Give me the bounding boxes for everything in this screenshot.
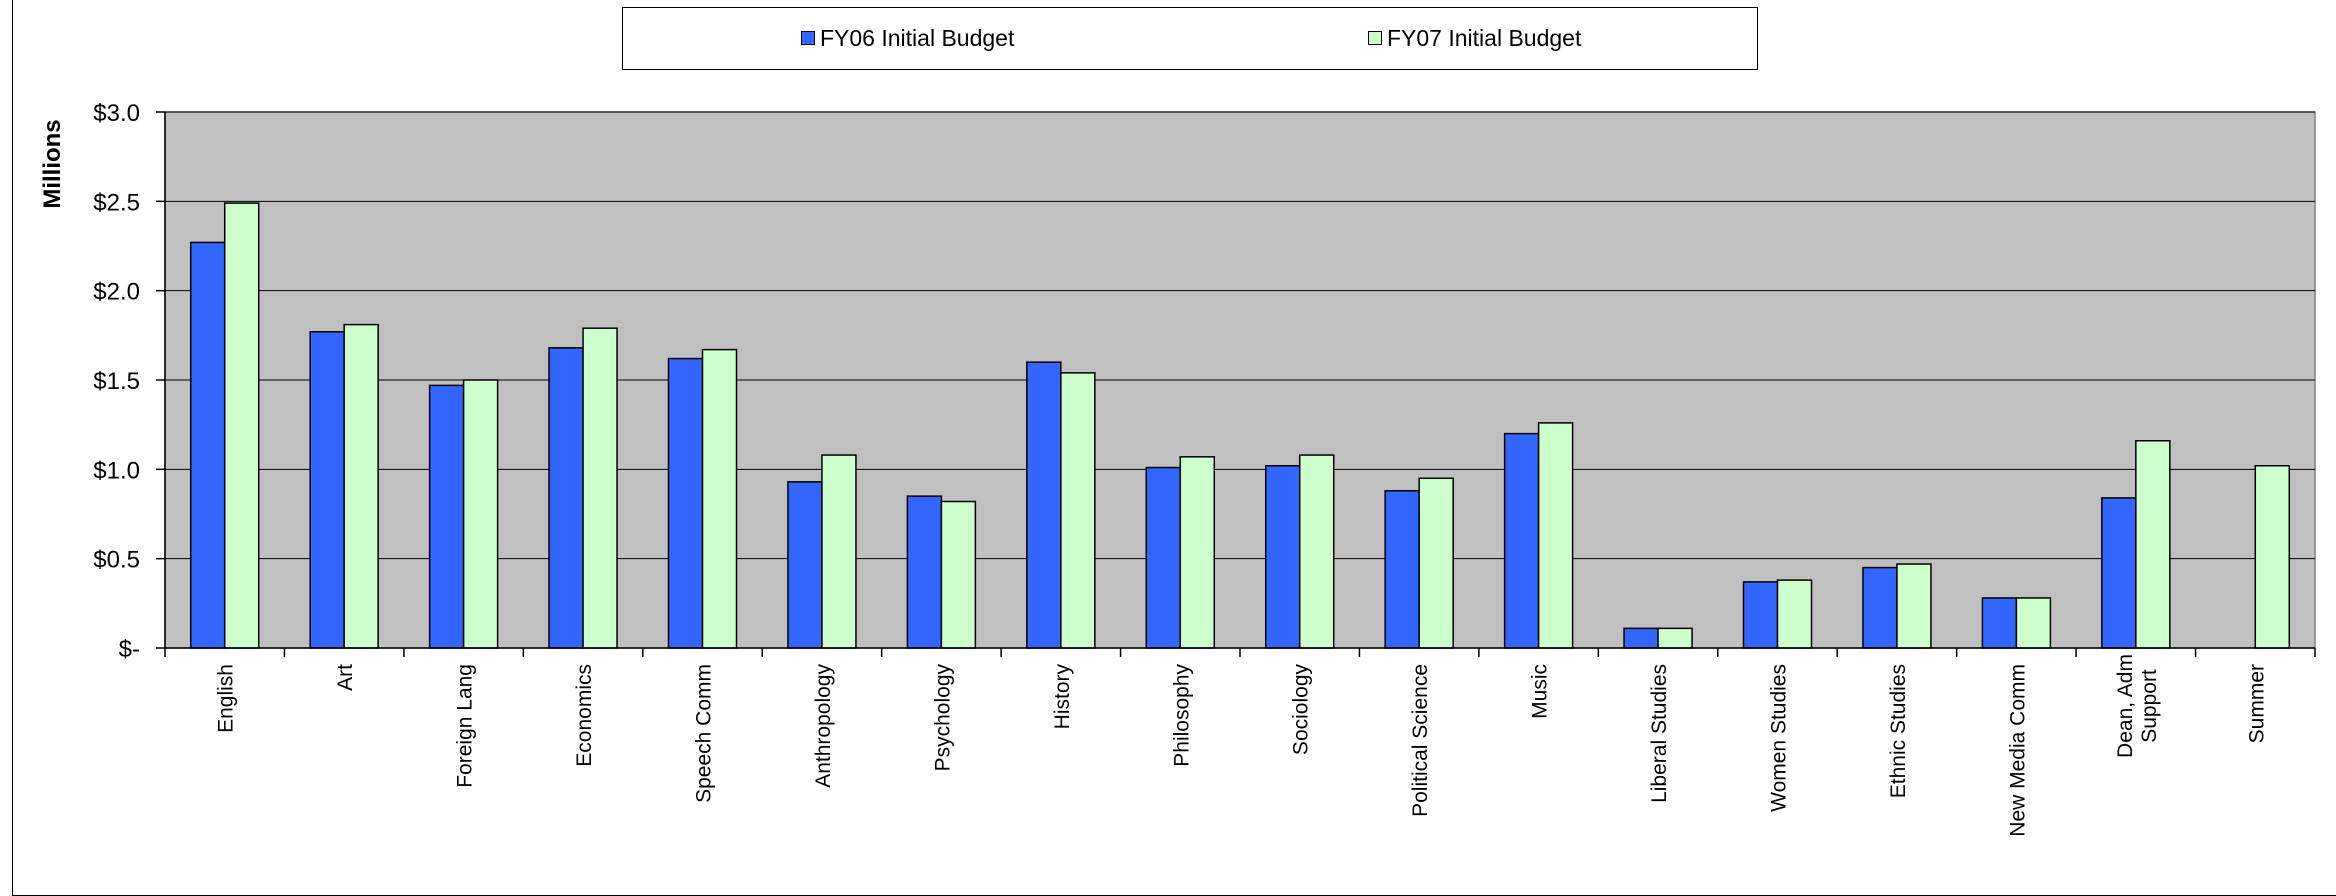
bar-fy07 [462, 379, 499, 649]
x-tick-label: Sociology [1290, 664, 1313, 756]
bar-fy06 [428, 384, 465, 649]
bar-fy07 [223, 202, 260, 649]
bar-fy07 [2135, 439, 2171, 649]
x-tick-label: Art [334, 664, 357, 691]
legend-item-fy06: FY06 Initial Budget [801, 24, 1015, 51]
y-tick-label: $3.0 [93, 100, 140, 127]
bar-fy06 [906, 495, 943, 649]
bar-fy06 [787, 481, 823, 649]
y-tick-label: $1.0 [93, 457, 140, 484]
bar-fy06 [1503, 432, 1540, 649]
bar-fy06 [189, 241, 226, 649]
bar-fy07 [1537, 422, 1574, 649]
budget-bar-chart: $- $0.5 $1.0 $1.5 $2.0 $2.5 $3.0 English Art For… [39, 100, 2316, 837]
bar-fy06 [1623, 627, 1659, 649]
bar-fy06 [667, 357, 704, 649]
gridlines [165, 111, 2315, 560]
x-tick-label: Liberal Studies [1648, 664, 1671, 803]
legend-label-fy06: FY06 Initial Budget [820, 24, 1015, 51]
x-tick-label: History [1051, 664, 1074, 730]
bar-fy06 [1145, 466, 1182, 649]
chart-legend: FY06 Initial Budget FY07 Initial Budget [622, 7, 1758, 70]
bar-fy07 [582, 327, 618, 649]
x-tick-label: Political Science [1409, 664, 1432, 817]
bar-fy07 [1060, 372, 1096, 649]
x-tick-label: Philosophy [1170, 664, 1193, 767]
y-axis-label: Millions [39, 119, 66, 208]
x-tick-labels: English Art Foreign Lang Economics Speech Co… [215, 654, 2269, 837]
bar-fy07 [1896, 563, 1932, 649]
bar-fy06 [2101, 497, 2137, 649]
x-tick-label: Dean, AdmSupport [2114, 654, 2161, 758]
bar-fy06 [1742, 581, 1779, 649]
x-tick-label: Women Studies [1768, 664, 1791, 812]
legend-swatch-fy07 [1368, 31, 1382, 45]
legend-label-fy07: FY07 Initial Budget [1387, 24, 1582, 51]
x-tick-label: Music [1529, 664, 1552, 719]
x-tick-label: Psychology [931, 664, 954, 772]
legend-swatch-fy06 [801, 31, 815, 45]
bar-fy06 [1264, 465, 1301, 649]
bar-fy07 [1179, 456, 1216, 649]
y-tick-label: $0.5 [93, 547, 140, 574]
axes [156, 111, 2316, 657]
bars [189, 202, 2291, 649]
bar-fy06 [1384, 490, 1420, 649]
x-tick-label: Anthropology [812, 664, 835, 788]
x-tick-label: New Media Comm [2006, 664, 2029, 837]
y-tick-label: $2.0 [93, 279, 140, 306]
bar-fy07 [1418, 477, 1454, 649]
bar-fy07 [2015, 597, 2052, 649]
y-tick-label: $2.5 [93, 189, 140, 216]
bar-fy07 [821, 454, 857, 649]
x-tick-label: Economics [573, 664, 596, 767]
y-tick-label: $- [119, 636, 140, 663]
bar-fy06 [1026, 361, 1062, 649]
bar-fy07 [343, 323, 379, 649]
bar-fy07 [1657, 627, 1693, 649]
x-tick-label: Summer [2245, 664, 2268, 743]
x-tick-label: Speech Comm [693, 664, 716, 803]
bar-fy07 [701, 348, 738, 649]
bar-fy07 [1298, 454, 1335, 649]
bar-fy07 [1776, 579, 1813, 649]
bar-fy06 [309, 331, 345, 649]
bar-fy07 [2254, 465, 2291, 649]
legend-item-fy07: FY07 Initial Budget [1368, 24, 1582, 51]
bar-fy06 [548, 347, 584, 649]
bar-fy06 [1862, 566, 1898, 649]
x-tick-label: English [215, 664, 238, 733]
x-tick-label: Foreign Lang [454, 664, 477, 788]
bar-fy07 [940, 500, 977, 649]
y-tick-labels: $- $0.5 $1.0 $1.5 $2.0 $2.5 $3.0 [93, 100, 140, 663]
y-tick-label: $1.5 [93, 368, 140, 395]
x-tick-label: Ethnic Studies [1887, 664, 1910, 798]
bar-fy06 [1981, 597, 2018, 649]
